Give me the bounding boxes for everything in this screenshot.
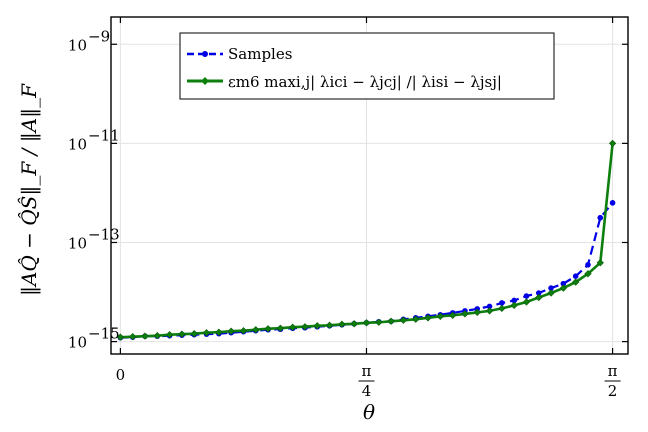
data-point-1 [473, 308, 481, 316]
data-point-1 [584, 270, 592, 278]
data-point-1 [190, 330, 198, 338]
x-tick-label-den: 2 [608, 382, 618, 400]
data-point-1 [276, 324, 284, 332]
x-axis-label: θ [363, 400, 375, 424]
data-point-1 [387, 317, 395, 325]
y-tick-label: 10 [68, 234, 87, 252]
y-tick-label-exponent: −11 [88, 126, 120, 144]
data-point-1 [313, 322, 321, 330]
data-point-1 [535, 293, 543, 302]
data-point-1 [264, 325, 272, 333]
data-point-1 [178, 330, 186, 338]
data-point-0 [597, 214, 604, 221]
data-point-1 [436, 312, 444, 320]
data-point-1 [338, 320, 346, 328]
x-tick-label-num: π [608, 362, 618, 380]
data-point-1 [461, 310, 469, 318]
data-point-0 [572, 273, 579, 279]
data-point-0 [523, 293, 530, 299]
data-point-1 [325, 321, 334, 329]
legend-marker-samples [202, 51, 208, 57]
data-point-1 [375, 318, 383, 326]
data-point-1 [227, 327, 235, 335]
x-tick-label: 0 [116, 366, 126, 384]
y-tick-label-exponent: −15 [88, 325, 120, 343]
y-tick-label: 10 [68, 135, 87, 153]
data-point-1 [116, 333, 125, 341]
y-tick-label: 10 [68, 36, 87, 54]
data-point-0 [499, 300, 505, 306]
y-tick-label-exponent: −13 [88, 225, 120, 243]
y-tick-label: 10 [68, 334, 87, 352]
data-point-1 [596, 259, 604, 267]
data-point-1 [608, 139, 617, 147]
data-point-1 [239, 327, 248, 335]
legend-label-samples: Samples [228, 45, 292, 63]
data-point-1 [202, 329, 211, 337]
data-point-1 [252, 326, 260, 334]
data-point-1 [572, 278, 580, 286]
data-point-1 [350, 320, 358, 328]
data-point-0 [535, 290, 542, 296]
legend-marker-bound [201, 77, 209, 85]
data-point-1 [449, 311, 457, 319]
x-tick-label-den: 4 [362, 382, 372, 400]
data-point-1 [424, 314, 432, 322]
data-point-0 [511, 297, 517, 304]
data-point-1 [412, 315, 420, 323]
data-point-1 [485, 307, 494, 315]
data-point-1 [215, 328, 223, 336]
legend: Samples εm6 maxi,j| λici − λjcj| /| λisi… [179, 32, 555, 100]
data-point-1 [559, 284, 567, 292]
data-point-1 [362, 319, 371, 327]
data-point-1 [141, 332, 149, 340]
data-point-1 [510, 301, 518, 310]
data-point-1 [498, 304, 506, 313]
data-point-0 [560, 280, 567, 287]
series-layer [116, 139, 617, 341]
data-point-1 [153, 332, 161, 340]
data-point-0 [486, 303, 493, 310]
data-point-1 [399, 316, 408, 324]
data-point-1 [166, 331, 174, 339]
y-tick-label-exponent: −9 [88, 27, 110, 45]
data-point-0 [609, 200, 616, 206]
data-point-1 [522, 298, 531, 306]
data-point-0 [585, 261, 591, 268]
data-point-0 [548, 285, 554, 291]
data-point-1 [301, 323, 309, 331]
plot-frame [110, 16, 629, 355]
data-point-1 [129, 333, 137, 341]
y-axis-label-text: ‖AQ̂ − Q̂Ŝ‖_F / ‖A‖_F [16, 83, 42, 296]
y-axis-label: ‖AQ̂ − Q̂Ŝ‖_F / ‖A‖_F [16, 83, 42, 296]
legend-label-bound: εm6 maxi,j| λici − λjcj| /| λisi − λjsj| [228, 73, 502, 91]
x-tick-label-num: π [362, 362, 372, 380]
data-point-1 [547, 289, 555, 297]
data-point-1 [289, 323, 297, 331]
legend-box [179, 32, 555, 100]
